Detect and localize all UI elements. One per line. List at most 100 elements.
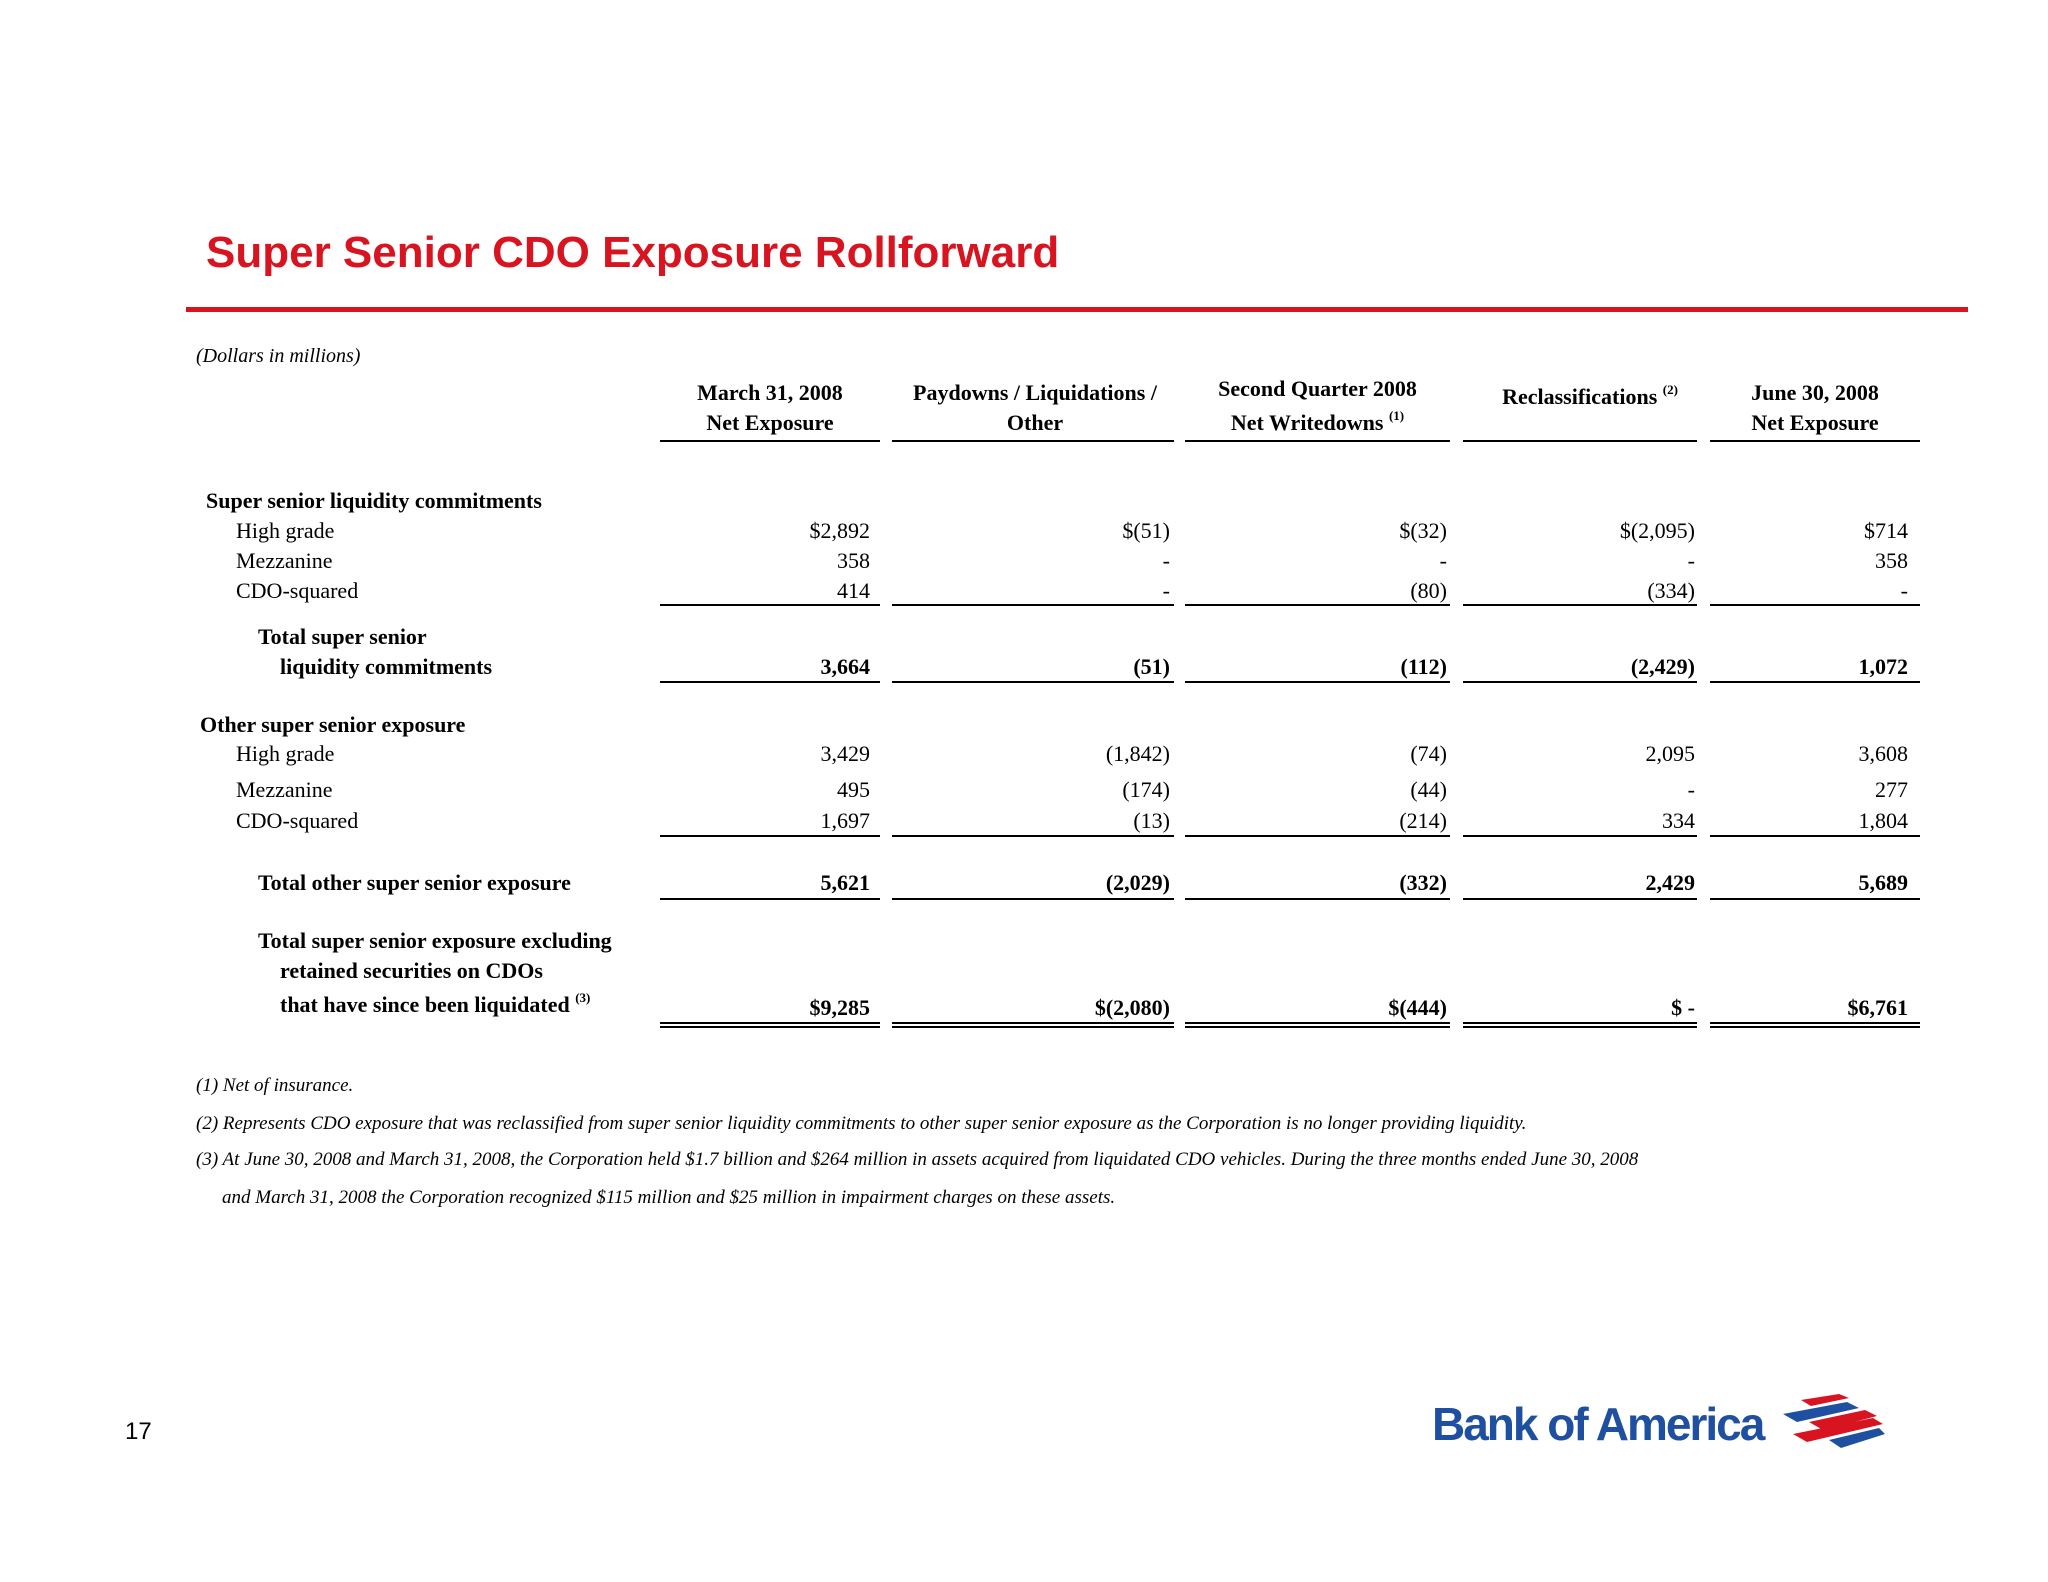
cell-value: $(444) — [1388, 995, 1447, 1020]
col-header-writedowns-line2: Net Writedowns — [1230, 410, 1384, 435]
cell-value: (2,029) — [1105, 870, 1170, 895]
cell-value: $ - — [1671, 995, 1695, 1020]
cell-value: 414 — [837, 578, 870, 603]
cell-value: $9,285 — [809, 995, 871, 1020]
cell-value: (2,429) — [1630, 654, 1695, 679]
cell-value: $(51) — [1122, 518, 1170, 543]
grand-total-double-underline — [1463, 1022, 1697, 1028]
cell-value: 1,697 — [820, 808, 871, 833]
total-underline — [1185, 681, 1450, 683]
cell-value: - — [1439, 548, 1447, 573]
logo-text: Bank of America — [1432, 1398, 1765, 1450]
section-label-other: Other super senior exposure — [200, 712, 466, 737]
cell-value: (74) — [1410, 741, 1447, 766]
col-header-june-line1: June 30, 2008 — [1751, 380, 1879, 405]
col-header-paydowns-line2: Other — [1006, 410, 1064, 435]
col-header-reclass: Reclassifications (2) — [1460, 380, 1720, 410]
total-underline — [1185, 898, 1450, 900]
cell-value: - — [1900, 578, 1908, 603]
cell-value: 2,429 — [1645, 870, 1696, 895]
cell-value: 1,804 — [1858, 808, 1909, 833]
cell-value: - — [1687, 777, 1695, 802]
cell-value: (13) — [1133, 808, 1170, 833]
row-label: Mezzanine — [236, 777, 333, 802]
bank-of-america-flag-logo-icon — [1783, 1394, 1886, 1448]
total-label-other: Total other super senior exposure — [258, 870, 571, 895]
subtotal-underline — [1463, 604, 1697, 606]
cell-value: 2,095 — [1645, 741, 1696, 766]
row-label: CDO-squared — [236, 578, 359, 603]
subtotal-underline — [1710, 835, 1920, 837]
section-label-liquidity: Super senior liquidity commitments — [206, 488, 542, 513]
total-underline — [892, 898, 1174, 900]
header-underline — [1710, 440, 1920, 442]
subtotal-underline — [892, 835, 1174, 837]
cell-value: - — [1687, 548, 1695, 573]
subtotal-underline — [660, 835, 880, 837]
total-underline — [660, 681, 880, 683]
subtotal-underline — [1185, 835, 1450, 837]
cell-value: $(2,095) — [1619, 518, 1695, 543]
header-underline — [1463, 440, 1697, 442]
row-label: High grade — [236, 518, 335, 543]
cell-value: 3,664 — [820, 654, 871, 679]
grand-total-double-underline — [892, 1022, 1174, 1028]
cell-value: (334) — [1647, 578, 1695, 603]
cell-value: (214) — [1399, 808, 1447, 833]
cell-value: 358 — [1875, 548, 1908, 573]
cell-value: (174) — [1122, 777, 1170, 802]
header-underline — [892, 440, 1174, 442]
footnote-3: (3) At June 30, 2008 and March 31, 2008,… — [196, 1149, 1639, 1170]
col-header-march: March 31, 2008 Net Exposure — [660, 380, 880, 436]
grand-total-label-line2: retained securities on CDOs — [280, 958, 543, 983]
cell-value: 1,072 — [1858, 654, 1909, 679]
cell-value: (112) — [1400, 654, 1447, 679]
footnote-2: (2) Represents CDO exposure that was rec… — [196, 1113, 1527, 1134]
grand-total-label-line3-wrap: that have since been liquidated (3) — [280, 991, 590, 1018]
total-underline — [1463, 898, 1697, 900]
row-label: CDO-squared — [236, 808, 359, 833]
cell-value: - — [1162, 578, 1170, 603]
total-underline — [1710, 681, 1920, 683]
cell-value: 334 — [1662, 808, 1695, 833]
cell-value: 3,429 — [820, 741, 871, 766]
grand-total-label: Total super senior exposure excluding — [258, 928, 612, 953]
footnote-ref-2: (2) — [1662, 382, 1678, 397]
grand-total-double-underline — [1710, 1022, 1920, 1028]
col-header-writedowns-line2-wrap: Net Writedowns (1) — [1180, 408, 1455, 436]
grand-total-label-line3: that have since been liquidated — [280, 992, 570, 1017]
subtotal-underline — [660, 604, 880, 606]
grand-total-double-underline — [1185, 1022, 1450, 1028]
total-label-liquidity-line2: liquidity commitments — [280, 654, 493, 679]
row-label: High grade — [236, 741, 335, 766]
total-underline — [1710, 898, 1920, 900]
cell-value: - — [1162, 548, 1170, 573]
cell-value: $(2,080) — [1094, 995, 1170, 1020]
cell-value: $(32) — [1399, 518, 1447, 543]
cell-value: (51) — [1133, 654, 1170, 679]
cell-value: 5,621 — [820, 870, 871, 895]
page-number: 17 — [125, 1418, 152, 1445]
cell-value: $2,892 — [809, 518, 871, 543]
col-header-june-line2: Net Exposure — [1751, 410, 1879, 435]
footnote-3-continued: and March 31, 2008 the Corporation recog… — [222, 1187, 1116, 1208]
row-label: Mezzanine — [236, 548, 333, 573]
col-header-march-line2: Net Exposure — [706, 410, 834, 435]
cell-value: $714 — [1864, 518, 1908, 543]
footnote-1: (1) Net of insurance. — [196, 1075, 354, 1096]
footnote-ref-1: (1) — [1388, 408, 1405, 423]
col-header-reclass-line2: Reclassifications — [1502, 384, 1658, 409]
col-header-reclass-line2-wrap: Reclassifications (2) — [1460, 382, 1720, 410]
bank-of-america-logo: Bank of America — [1432, 1394, 1889, 1454]
cell-value: 5,689 — [1858, 870, 1909, 895]
cell-value: (44) — [1410, 777, 1447, 802]
total-label-liquidity: Total super senior — [258, 624, 427, 649]
col-header-writedowns: Second Quarter 2008 Net Writedowns (1) — [1180, 376, 1455, 436]
header-underline — [1185, 440, 1450, 442]
units-note: (Dollars in millions) — [196, 345, 361, 367]
cell-value: 495 — [837, 777, 870, 802]
subtotal-underline — [1710, 604, 1920, 606]
cell-value: $6,761 — [1847, 995, 1909, 1020]
cell-value: (80) — [1410, 578, 1447, 603]
subtotal-underline — [892, 604, 1174, 606]
